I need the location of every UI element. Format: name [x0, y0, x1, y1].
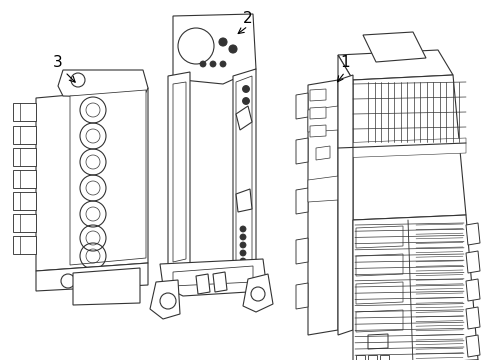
Polygon shape [466, 279, 480, 301]
Text: 3: 3 [53, 54, 63, 69]
Polygon shape [363, 32, 426, 62]
Polygon shape [243, 274, 273, 312]
Polygon shape [356, 355, 365, 360]
Polygon shape [213, 272, 227, 292]
Polygon shape [236, 189, 252, 212]
Circle shape [240, 226, 246, 232]
Circle shape [240, 250, 246, 256]
Polygon shape [58, 70, 148, 98]
Polygon shape [338, 50, 453, 80]
Circle shape [240, 234, 246, 240]
Polygon shape [356, 226, 403, 248]
Polygon shape [466, 307, 480, 329]
Polygon shape [338, 75, 353, 335]
Polygon shape [466, 223, 480, 245]
Polygon shape [13, 126, 36, 144]
Polygon shape [338, 55, 353, 225]
Circle shape [243, 98, 249, 104]
Circle shape [229, 45, 237, 53]
Polygon shape [150, 280, 180, 319]
Circle shape [219, 38, 227, 46]
Circle shape [240, 258, 246, 264]
Polygon shape [353, 75, 466, 220]
Polygon shape [310, 125, 326, 137]
Polygon shape [13, 170, 36, 188]
Text: 2: 2 [243, 10, 253, 26]
Circle shape [200, 61, 206, 67]
Polygon shape [356, 310, 403, 332]
Polygon shape [296, 93, 308, 119]
Polygon shape [296, 283, 308, 309]
Polygon shape [356, 254, 403, 276]
Polygon shape [308, 106, 338, 132]
Polygon shape [13, 214, 36, 232]
Polygon shape [160, 259, 266, 296]
Polygon shape [13, 236, 36, 254]
Polygon shape [73, 268, 140, 305]
Polygon shape [308, 176, 338, 202]
Polygon shape [308, 80, 338, 335]
Polygon shape [296, 238, 308, 264]
Text: 1: 1 [340, 54, 350, 69]
Polygon shape [296, 138, 308, 164]
Polygon shape [196, 274, 210, 294]
Polygon shape [168, 72, 190, 269]
Polygon shape [36, 263, 148, 291]
Circle shape [210, 61, 216, 67]
Polygon shape [13, 103, 36, 121]
Polygon shape [368, 355, 377, 360]
Polygon shape [466, 251, 480, 273]
Polygon shape [380, 355, 389, 360]
Polygon shape [316, 146, 330, 160]
Polygon shape [236, 76, 252, 266]
Polygon shape [356, 282, 403, 304]
Polygon shape [296, 188, 308, 214]
Polygon shape [310, 107, 326, 119]
Polygon shape [236, 106, 252, 130]
Polygon shape [173, 266, 253, 286]
Polygon shape [368, 334, 388, 349]
Circle shape [243, 86, 249, 93]
Polygon shape [310, 89, 326, 101]
Polygon shape [70, 90, 146, 265]
Polygon shape [338, 138, 466, 158]
Polygon shape [13, 148, 36, 166]
Polygon shape [173, 82, 186, 262]
Polygon shape [466, 335, 480, 357]
Circle shape [220, 61, 226, 67]
Polygon shape [36, 88, 148, 271]
Polygon shape [13, 192, 36, 210]
Circle shape [240, 242, 246, 248]
Polygon shape [353, 215, 478, 360]
Polygon shape [173, 14, 256, 84]
Polygon shape [233, 69, 256, 272]
